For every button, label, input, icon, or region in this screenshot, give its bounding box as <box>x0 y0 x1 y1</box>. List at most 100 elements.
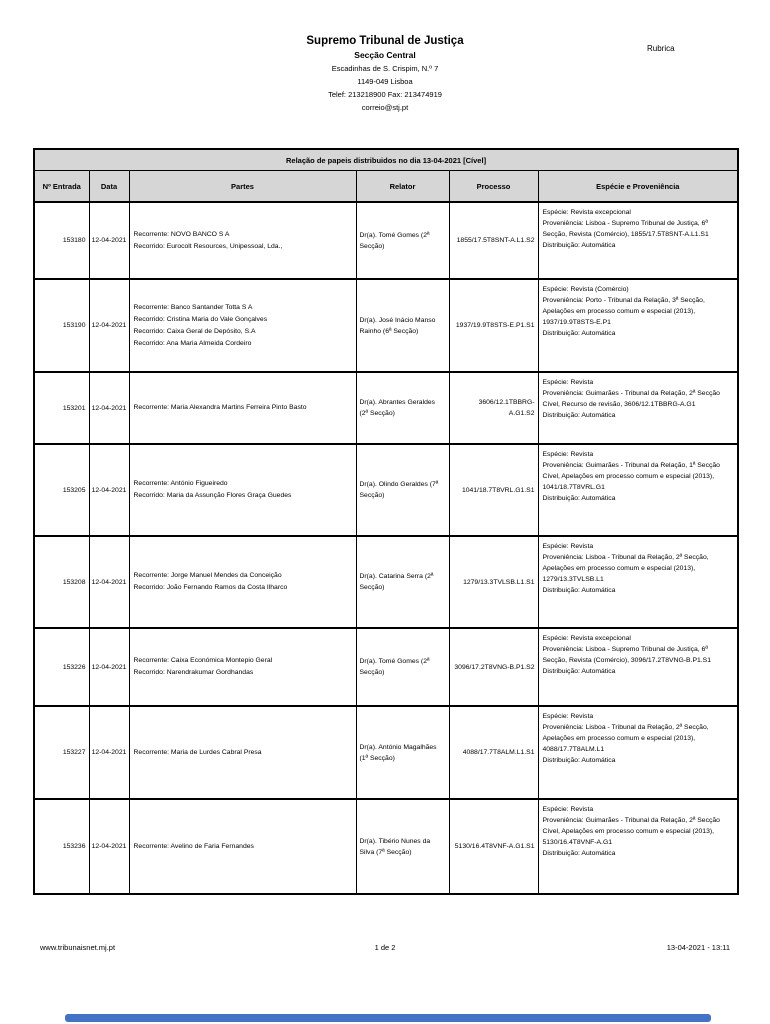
cell-partes: Recorrente: Maria de Lurdes Cabral Presa <box>128 705 357 800</box>
cell-data: 12-04-2021 <box>88 278 130 373</box>
cell-partes-line: Recorrente: Maria Alexandra Martins Ferr… <box>133 404 307 411</box>
cell-processo: 1279/13.3TVLSB.L1.S1 <box>448 535 539 629</box>
table-row: 153190 12-04-2021 Recorrente: Banco Santan… <box>33 278 739 373</box>
cell-partes: Recorrente: Jorge Manuel Mendes da Conce… <box>128 535 357 629</box>
cell-especie-line: Distribuição: Automática <box>542 668 616 675</box>
cell-relator: Dr(a). Tomé Gomes (2ª Secção) <box>355 201 450 280</box>
cell-especie-line: Espécie: Revista excepcional <box>542 209 631 216</box>
cell-especie-line: Espécie: Revista <box>542 713 594 720</box>
column-header-especie: Espécie e Proveniência <box>537 170 739 203</box>
cell-partes-line: Recorrente: NOVO BANCO S A <box>133 230 230 238</box>
cell-partes-line: Recorrente: Banco Santander Totta S A <box>133 303 253 311</box>
cell-relator: Dr(a). Tomé Gomes (2ª Secção) <box>355 627 450 707</box>
column-header-data: Data <box>88 170 130 203</box>
org-name: Supremo Tribunal de Justiça <box>306 35 464 47</box>
cell-processo: 4088/17.7T8ALM.L1.S1 <box>448 705 539 800</box>
column-header-processo: Processo <box>448 170 539 203</box>
horizontal-scrollbar-thumb[interactable] <box>65 1014 711 1022</box>
cell-especie-line: Distribuição: Automática <box>542 850 616 857</box>
cell-especie: Espécie: Revista Proveniência: Guimarães … <box>537 798 739 895</box>
cell-especie: Espécie: Revista excepcional Proveniência… <box>537 627 739 707</box>
distribution-table: Relação de papeis distribuidos no dia 13… <box>33 148 740 895</box>
table-row: 153227 12-04-2021 Recorrente: Maria de Lur… <box>33 705 739 800</box>
cell-processo: 3096/17.2T8VNG-B.P1.S2 <box>448 627 539 707</box>
cell-especie: Espécie: Revista Proveniência: Guimarães … <box>537 371 739 445</box>
cell-especie: Espécie: Revista (Comércio) Proveniência:… <box>537 278 739 373</box>
org-address-line2: 1149-049 Lisboa <box>357 77 413 86</box>
cell-especie-line: Distribuição: Automática <box>542 495 616 502</box>
cell-especie: Espécie: Revista Proveniência: Lisboa - T… <box>537 705 739 800</box>
cell-relator: Dr(a). Catarina Serra (2ª Secção) <box>355 535 450 629</box>
cell-partes: Recorrente: Avelino de Faria Fernandes <box>128 798 357 895</box>
rubrica-label: Rubrica <box>647 44 675 53</box>
table-header-row: Nº Entrada Data Partes Relator Processo … <box>33 170 739 203</box>
cell-partes: Recorrente: António Figueiredo Recorrido:… <box>128 443 357 537</box>
cell-entrada: 153180 <box>33 201 90 280</box>
cell-especie-line: Espécie: Revista <box>542 806 594 813</box>
cell-partes-line: Recorrido: João Fernando Ramos da Costa … <box>133 584 288 591</box>
cell-especie-line: Espécie: Revista <box>542 543 594 550</box>
cell-data: 12-04-2021 <box>88 371 130 445</box>
letterhead: Supremo Tribunal de Justiça Secção Centr… <box>0 34 770 114</box>
cell-especie: Espécie: Revista Proveniência: Guimarães … <box>537 443 739 537</box>
cell-especie-line: Espécie: Revista <box>542 379 594 386</box>
table-row: 153201 12-04-2021 Recorrente: Maria Alexan… <box>33 371 739 445</box>
cell-processo: 1855/17.5T8SNT-A.L1.S2 <box>448 201 539 280</box>
cell-partes-line: Recorrente: Jorge Manuel Mendes da Conce… <box>133 572 282 579</box>
cell-partes: Recorrente: NOVO BANCO S A Recorrido: Eur… <box>128 201 357 280</box>
cell-partes-line: Recorrido: Maria da Assunção Flores Graç… <box>133 492 292 499</box>
cell-data: 12-04-2021 <box>88 201 130 280</box>
org-phone-fax: Telef: 213218900 Fax: 213474919 <box>328 90 442 99</box>
cell-especie: Espécie: Revista Proveniência: Lisboa - T… <box>537 535 739 629</box>
table-title: Relação de papeis distribuidos no dia 13… <box>33 148 739 171</box>
table-row: 153205 12-04-2021 Recorrente: António Figu… <box>33 443 739 537</box>
cell-relator: Dr(a). Abrantes Geraldes (2ª Secção) <box>355 371 450 445</box>
cell-processo: 3606/12.1TBBRG-A.G1.S2 <box>448 371 539 445</box>
table-row: 153180 12-04-2021 Recorrente: NOVO BANCO S… <box>33 201 739 280</box>
table-row: 153236 12-04-2021 Recorrente: Avelino de F… <box>33 798 739 895</box>
footer-page-number: 1 de 2 <box>374 943 396 952</box>
cell-especie-line: Distribuição: Automática <box>542 757 616 764</box>
cell-especie-line: Proveniência: Lisboa - Supremo Tribunal … <box>542 646 712 664</box>
cell-data: 12-04-2021 <box>88 443 130 537</box>
cell-partes: Recorrente: Maria Alexandra Martins Ferr… <box>128 371 357 445</box>
table-row: 153208 12-04-2021 Recorrente: Jorge Manuel… <box>33 535 739 629</box>
cell-especie-line: Distribuição: Automática <box>542 587 616 594</box>
cell-relator: Dr(a). Tibério Nunes da Silva (7ª Secção… <box>355 798 450 895</box>
cell-especie-line: Espécie: Revista excepcional <box>542 635 631 642</box>
footer-website: www.tribunaisnet.mj.pt <box>40 943 116 952</box>
cell-entrada: 153205 <box>33 443 90 537</box>
cell-especie-line: Proveniência: Guimarães - Tribunal da Re… <box>542 817 720 846</box>
cell-partes: Recorrente: Banco Santander Totta S A Rec… <box>128 278 357 373</box>
table-title-row: Relação de papeis distribuidos no dia 13… <box>33 148 739 171</box>
cell-processo: 1937/19.9T8STS-E.P1.S1 <box>448 278 539 373</box>
cell-processo: 1041/18.7T8VRL.G1.S1 <box>448 443 539 537</box>
cell-especie-line: Proveniência: Porto - Tribunal da Relaçã… <box>542 297 705 326</box>
cell-partes-line: Recorrente: Avelino de Faria Fernandes <box>133 842 254 850</box>
cell-entrada: 153227 <box>33 705 90 800</box>
column-header-partes: Partes <box>128 170 357 203</box>
footer-datetime: 13-04-2021 - 13:11 <box>666 943 730 952</box>
cell-data: 12-04-2021 <box>88 798 130 895</box>
cell-data: 12-04-2021 <box>88 705 130 800</box>
cell-relator: Dr(a). José Inácio Manso Rainho (6ª Secç… <box>355 278 450 373</box>
cell-especie-line: Proveniência: Lisboa - Tribunal da Relaç… <box>542 554 709 583</box>
cell-entrada: 153190 <box>33 278 90 373</box>
cell-data: 12-04-2021 <box>88 535 130 629</box>
cell-especie-line: Proveniência: Lisboa - Tribunal da Relaç… <box>542 724 709 753</box>
cell-relator: Dr(a). António Magalhães (1ª Secção) <box>355 705 450 800</box>
cell-especie-line: Proveniência: Guimarães - Tribunal da Re… <box>542 462 720 491</box>
cell-especie-line: Proveniência: Guimarães - Tribunal da Re… <box>542 390 720 408</box>
cell-processo: 5130/16.4T8VNF-A.G1.S1 <box>448 798 539 895</box>
cell-entrada: 153236 <box>33 798 90 895</box>
column-header-relator: Relator <box>355 170 450 203</box>
cell-especie-line: Espécie: Revista (Comércio) <box>542 286 629 293</box>
cell-entrada: 153201 <box>33 371 90 445</box>
cell-especie-line: Espécie: Revista <box>542 451 594 458</box>
org-email: correio@stj.pt <box>361 103 409 112</box>
cell-partes-line: Recorrido: Narendrakumar Gordhandas <box>133 669 254 676</box>
org-address-line1: Escadinhas de S. Crispim, N.º 7 <box>331 64 439 73</box>
cell-partes-line: Recorrente: Maria de Lurdes Cabral Presa <box>133 748 262 756</box>
cell-entrada: 153208 <box>33 535 90 629</box>
cell-partes-line: Recorrido: Ana Maria Almeida Cordeiro <box>133 339 252 347</box>
